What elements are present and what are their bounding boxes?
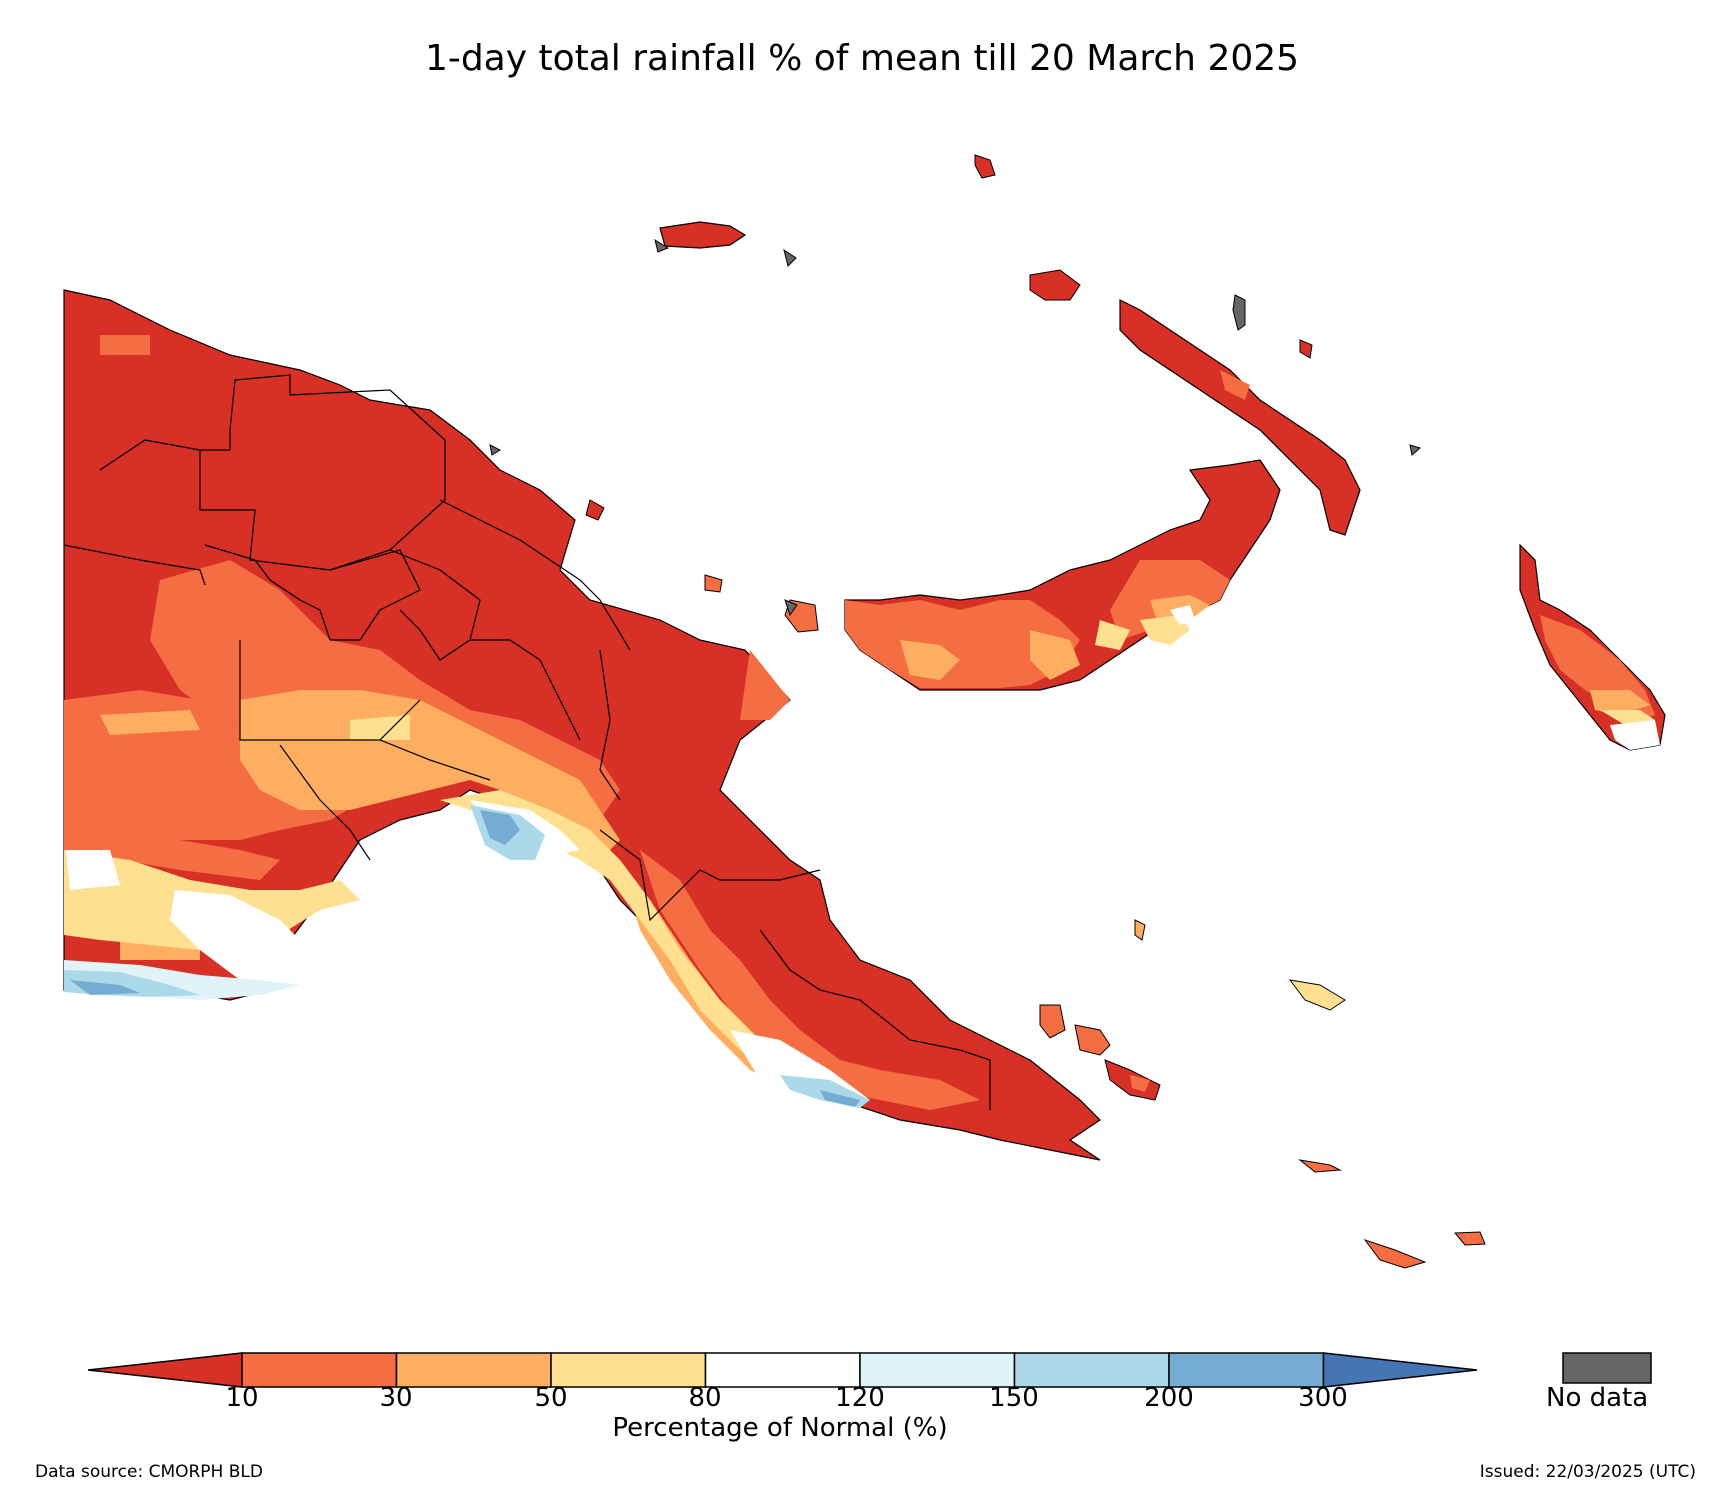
new-ireland [1029,269,1361,536]
colorbar-bin-50-80 [550,1352,707,1388]
tick-label-200: 200 [1144,1383,1194,1413]
region-200-300-b [480,810,520,845]
colorbar [87,1352,1652,1388]
region-200-300-a [70,980,140,995]
southeastern-islands [1039,919,1486,1269]
tick-label-80: 80 [688,1383,722,1413]
tick-label-150: 150 [989,1383,1039,1413]
colorbar-high-extension [1322,1352,1478,1388]
no-data-swatch [1562,1352,1652,1384]
region-30-50-d [620,860,850,1100]
colorbar-bin-10-30 [241,1352,398,1388]
tick-label-300: 300 [1298,1383,1348,1413]
colorbar-bin-80-120 [704,1352,861,1388]
colorbar-low-extension [87,1352,243,1388]
region-200-300-c [820,1090,860,1107]
map-title: 1-day total rainfall % of mean till 20 M… [424,38,1300,79]
no-data-label: No data [1546,1383,1649,1413]
region-80-120-a [66,850,120,890]
new-britain [844,459,1281,691]
region-80-120-b [170,890,320,985]
bougainville [1519,543,1666,751]
mainland-land [63,289,1101,1161]
region-50-80-c [440,790,830,1095]
tick-label-10: 10 [225,1383,259,1413]
tick-label-30: 30 [379,1383,413,1413]
tick-label-50: 50 [534,1383,568,1413]
issued-date: Issued: 22/03/2025 (UTC) [1479,1462,1696,1482]
colorbar-bin-200-300 [1168,1352,1325,1388]
region-30-50-a [240,690,620,860]
northern-islands [489,154,1422,633]
data-source: Data source: CMORPH BLD [35,1462,263,1482]
colorbar-bin-120-150 [859,1352,1016,1388]
colorbar-bin-30-50 [395,1352,552,1388]
region-10-30-f [100,335,150,355]
mainland [63,289,1101,1161]
region-30-50-b [100,710,200,735]
region-10-30-d [740,650,790,720]
region-50-80-a [350,715,410,740]
colorbar-axis-label: Percentage of Normal (%) [612,1413,948,1443]
tick-label-120: 120 [835,1383,885,1413]
province-boundaries [63,374,991,1110]
colorbar-bin-150-200 [1013,1352,1170,1388]
